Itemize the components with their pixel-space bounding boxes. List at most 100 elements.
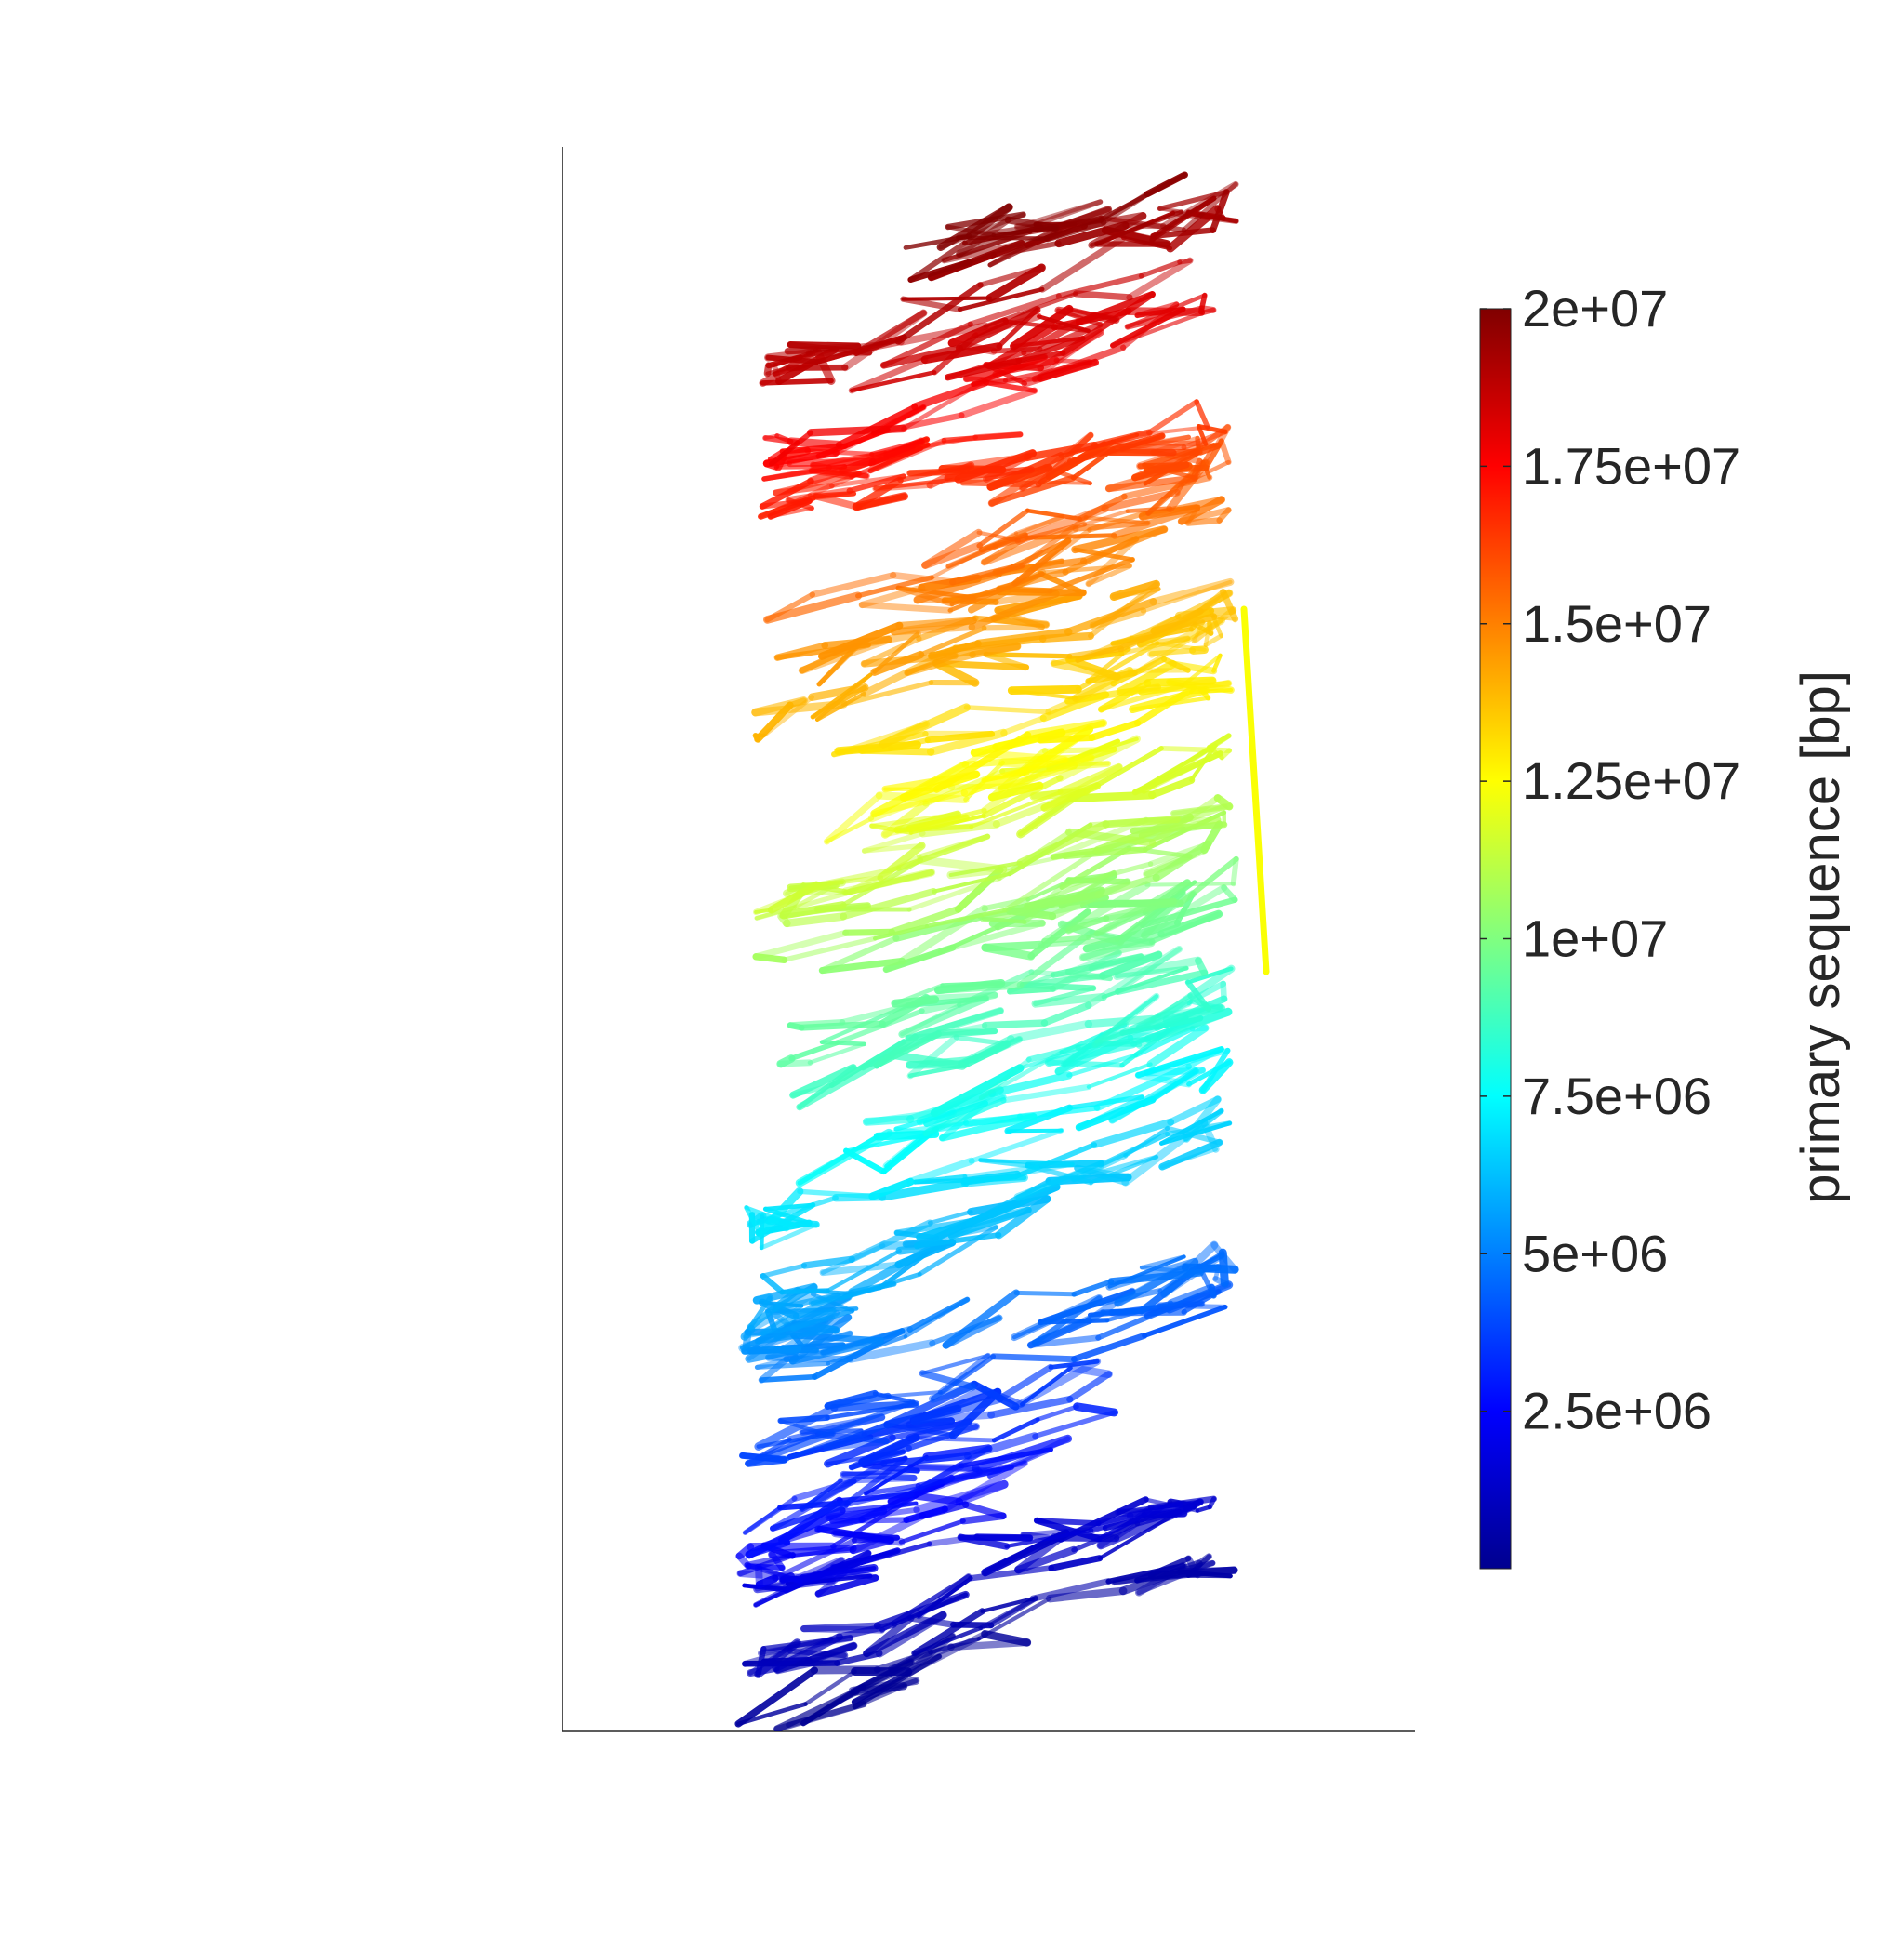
- trace-segment: [1016, 820, 1110, 868]
- trace-segment: [1185, 966, 1234, 985]
- trace-segment: [914, 1232, 1002, 1249]
- trace-segment: [917, 1576, 973, 1618]
- trace-segment: [1144, 882, 1236, 887]
- trace-segment: [1020, 1366, 1073, 1407]
- colorbar-tick-label: 2.5e+06: [1522, 1382, 1712, 1440]
- trace-segment: [987, 1396, 1074, 1419]
- trace-segment: [1014, 1161, 1076, 1177]
- trace-segment: [762, 1206, 812, 1226]
- trace-segment: [1126, 1501, 1183, 1519]
- trace-segment: [1040, 1001, 1092, 1027]
- trace-segment: [814, 1574, 879, 1598]
- trace-segment: [1141, 883, 1228, 939]
- trace-segment: [1150, 227, 1216, 240]
- trace-segment: [855, 493, 907, 511]
- trace-segment: [926, 1533, 981, 1547]
- trace-segment: [983, 652, 1073, 659]
- trace-segment: [879, 344, 963, 369]
- trace-segment: [744, 1204, 763, 1236]
- trace-segment: [913, 569, 1003, 604]
- trace-segment: [1012, 1358, 1102, 1411]
- trace-segment: [953, 1034, 1010, 1047]
- trace-segment: [927, 1210, 973, 1226]
- trace-segment: [898, 1518, 966, 1545]
- trace-segment: [1150, 993, 1193, 1021]
- trace-segment: [897, 462, 973, 483]
- trace-segment: [873, 1590, 970, 1630]
- trace-segment: [906, 814, 970, 832]
- trace-segment: [1007, 1019, 1093, 1043]
- trace-segment: [1084, 1014, 1157, 1028]
- trace-segment: [981, 1019, 1049, 1029]
- trace-segment: [968, 590, 1060, 631]
- trace-segment: [1089, 1155, 1158, 1185]
- trace-segment: [1110, 311, 1206, 348]
- trace-segment: [1000, 715, 1047, 736]
- trace-segment: [752, 929, 850, 961]
- trace-segment: [1194, 399, 1210, 430]
- trace-segment: [777, 1414, 830, 1425]
- colorbar-tick-label: 1e+07: [1522, 909, 1668, 968]
- trace-segment: [992, 522, 1088, 550]
- trace-segment: [983, 291, 1078, 328]
- trace-segment: [1037, 734, 1096, 744]
- trace-segment: [1059, 861, 1154, 890]
- trace-segment: [1066, 1363, 1113, 1379]
- trace-segment: [1230, 855, 1239, 887]
- trace-segment: [932, 871, 1012, 894]
- trace-segment: [835, 404, 919, 448]
- trace-segment: [1066, 1371, 1113, 1403]
- trace-segment: [1054, 220, 1130, 248]
- trace-segment: [1100, 191, 1151, 225]
- trace-segment: [871, 789, 969, 817]
- trace-segment: [1158, 745, 1233, 753]
- trace-segment: [973, 1533, 1034, 1542]
- trace-segment: [1064, 598, 1157, 636]
- trace-segment: [1015, 1160, 1104, 1200]
- trace-segment: [862, 1115, 915, 1126]
- trace-segment: [1004, 1528, 1094, 1549]
- trace-segment: [885, 1422, 956, 1438]
- trace-segment: [932, 658, 980, 687]
- trace-segment: [1117, 607, 1204, 653]
- trace-segment: [1041, 935, 1091, 945]
- trace-segment: [1037, 321, 1104, 352]
- trace-segment: [1079, 898, 1177, 908]
- trace-segment: [1013, 1160, 1105, 1201]
- trace-segment: [1048, 1359, 1100, 1370]
- trace-segment: [1035, 1404, 1079, 1422]
- trace-segment: [888, 905, 962, 936]
- trace-segment: [890, 623, 976, 636]
- trace-segment: [906, 1034, 959, 1080]
- trace-segment: [948, 860, 1023, 877]
- trace-segment: [785, 1428, 864, 1461]
- trace-segment: [868, 1177, 915, 1200]
- trace-segment: [807, 1041, 866, 1065]
- trace-segment: [781, 935, 878, 963]
- colorbar-tick-label: 5e+06: [1522, 1224, 1668, 1282]
- trace-segment: [826, 875, 884, 886]
- colorbar: 2.5e+06 5e+06 7.5e+06 1e+07 1.25e+07 1.5e+07 1…: [1479, 279, 1851, 1570]
- trace-segment: [968, 1127, 1064, 1164]
- trace-segment: [819, 935, 900, 974]
- trace-segment: [1088, 1512, 1134, 1534]
- trace-segment: [962, 1164, 1040, 1179]
- trace-segment: [949, 571, 1045, 607]
- trace-segment: [1038, 480, 1092, 485]
- trace-segment: [1066, 432, 1166, 465]
- trace-segment: [1012, 1142, 1097, 1179]
- trace-segment: [960, 1040, 1012, 1068]
- trace-segment: [920, 1353, 990, 1376]
- trace-segment: [990, 1353, 1078, 1363]
- trace-segment: [788, 1313, 853, 1365]
- trace-segment: [918, 625, 987, 657]
- trace-segment: [987, 1071, 1073, 1097]
- trace-segment: [991, 225, 1059, 238]
- trace-segment: [949, 920, 1046, 951]
- trace-segment: [1144, 171, 1188, 198]
- trace-segment: [912, 1492, 964, 1505]
- trace-segment: [1177, 855, 1239, 907]
- trace-segment: [1200, 820, 1223, 855]
- trace-segment: [1101, 966, 1189, 1000]
- trace-segment: [981, 775, 1064, 819]
